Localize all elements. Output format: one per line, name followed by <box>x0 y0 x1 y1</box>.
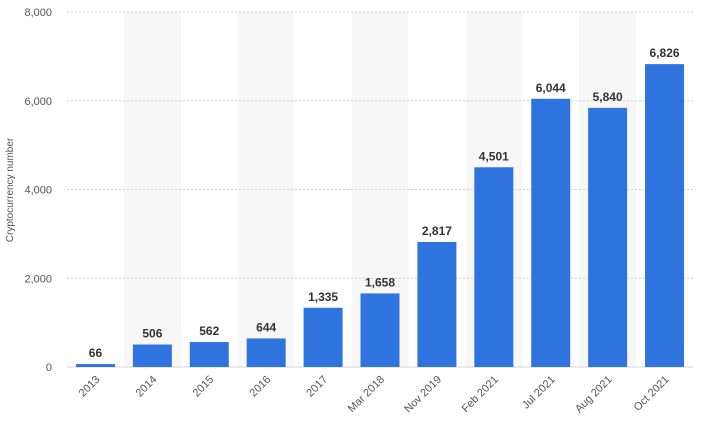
x-tick-label: Feb 2021 <box>460 374 501 415</box>
bar-2015[interactable] <box>189 342 229 367</box>
y-tick-label: 0 <box>46 362 52 374</box>
bars <box>75 64 685 368</box>
bar-aug-2021[interactable] <box>588 107 628 367</box>
y-axis-title: Cryptocurrency number <box>5 137 16 242</box>
data-labels: 66 506 562 644 1,335 1,658 2,817 4,501 6,044 5,84… <box>89 46 680 360</box>
x-tick-label: 2013 <box>77 374 103 400</box>
x-tick-label: 2016 <box>248 374 274 400</box>
data-label: 2,817 <box>422 224 452 238</box>
data-label: 5,840 <box>593 90 623 104</box>
x-axis-labels: 2013 2014 2015 2016 2017 Mar 2018 Nov 2019 Feb … <box>77 374 672 416</box>
y-axis-ticks: 0 2,000 4,000 6,000 8,000 <box>24 7 52 374</box>
band-3 <box>237 12 295 367</box>
x-tick-label: 2017 <box>304 374 330 400</box>
bar-2014[interactable] <box>132 344 172 367</box>
data-label: 6,044 <box>536 81 566 95</box>
data-label: 1,335 <box>308 290 338 304</box>
bar-nov-2019[interactable] <box>417 241 457 367</box>
bar-jul-2021[interactable] <box>531 98 571 368</box>
x-tick-label: Aug 2021 <box>573 374 615 416</box>
y-tick-label: 8,000 <box>24 7 52 19</box>
bar-oct-2021[interactable] <box>645 64 685 367</box>
x-tick-label: Mar 2018 <box>346 374 387 415</box>
data-label: 644 <box>256 320 276 334</box>
bar-feb-2021[interactable] <box>474 167 514 367</box>
data-label: 6,826 <box>650 46 680 60</box>
data-label: 562 <box>199 324 219 338</box>
x-tick-label: Jul 2021 <box>520 374 558 412</box>
y-tick-label: 6,000 <box>24 96 52 108</box>
bar-2016[interactable] <box>246 338 286 367</box>
x-tick-label: Oct 2021 <box>632 374 672 414</box>
data-label: 66 <box>89 346 103 360</box>
y-tick-label: 2,000 <box>24 273 52 285</box>
data-label: 506 <box>142 327 162 341</box>
bar-2017[interactable] <box>303 307 343 367</box>
x-tick-label: Nov 2019 <box>402 374 444 416</box>
bar-mar-2018[interactable] <box>360 293 400 367</box>
bar-2013[interactable] <box>75 364 115 367</box>
x-tick-label: 2014 <box>134 374 160 400</box>
data-label: 1,658 <box>365 275 395 289</box>
x-tick-label: 2015 <box>191 374 217 400</box>
y-tick-label: 4,000 <box>24 185 52 197</box>
data-label: 4,501 <box>479 149 509 163</box>
